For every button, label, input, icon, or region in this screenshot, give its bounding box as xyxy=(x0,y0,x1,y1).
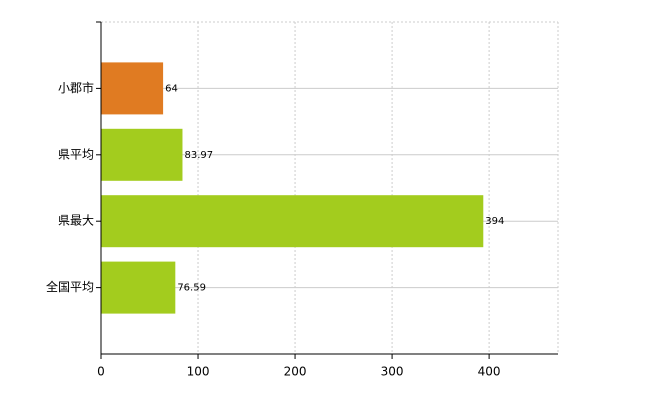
x-tick-label: 200 xyxy=(284,365,307,379)
x-tick-label: 100 xyxy=(187,365,210,379)
bar xyxy=(101,128,183,181)
value-label: 76.59 xyxy=(177,283,206,294)
x-tick-label: 300 xyxy=(381,365,404,379)
y-tick-label: 県平均 xyxy=(58,147,94,161)
bar xyxy=(101,195,484,248)
value-label: 83.97 xyxy=(184,150,213,161)
y-tick-label: 県最大 xyxy=(58,214,94,228)
bar xyxy=(101,62,164,115)
x-tick-label: 0 xyxy=(97,365,105,379)
y-tick-label: 全国平均 xyxy=(46,279,94,294)
bar xyxy=(101,261,176,314)
y-tick-label: 小郡市 xyxy=(58,80,94,95)
value-label: 394 xyxy=(485,216,504,227)
x-tick-label: 400 xyxy=(478,365,501,379)
value-label: 64 xyxy=(165,83,178,94)
